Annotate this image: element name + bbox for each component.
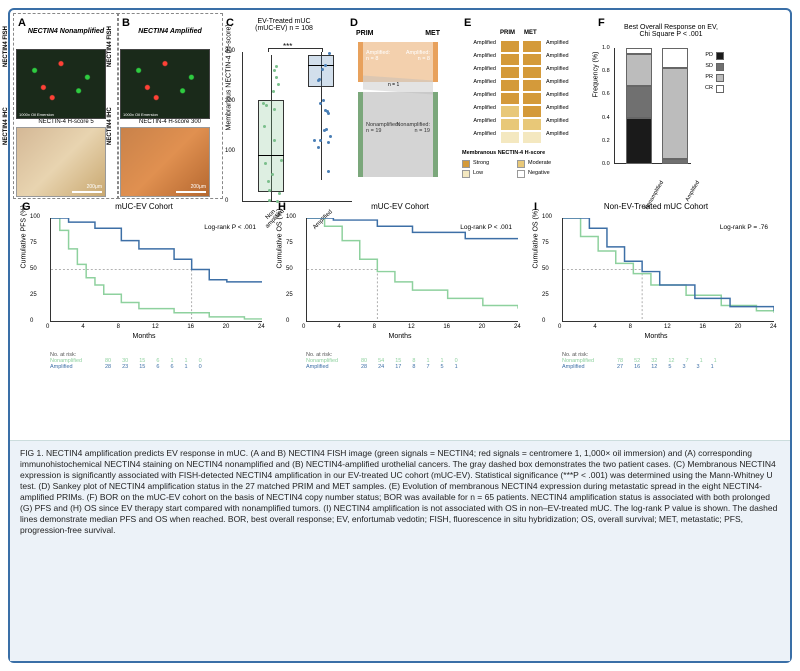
panel-i: I Non-EV-Treated mUC Cohort Cumulative O…: [532, 200, 780, 370]
figure-container: A NECTIN4 Nonamplified NECTIN4 FISH 1000…: [8, 8, 792, 663]
panel-b-sub: NECTIN-4 H-score 300: [120, 119, 220, 125]
panel-a-fish-label: NECTIN4 FISH: [3, 26, 9, 67]
panel-e: E PRIM METAmplifiedAmplifiedAmplifiedAmp…: [462, 16, 592, 196]
panel-f: F Best Overall Response on EV, Chi Squar…: [596, 16, 784, 196]
panel-b-fish-image: 1000x Oil Emersion: [120, 49, 210, 119]
panel-a-fish-image: 1000x Oil Emersion: [16, 49, 106, 119]
panel-b-label: B: [122, 17, 130, 29]
panel-a-title: NECTIN4 Nonamplified: [16, 28, 116, 35]
stacked-bar: Best Overall Response on EV, Chi Square …: [596, 24, 726, 184]
panel-b-title: NECTIN4 Amplified: [120, 28, 220, 35]
heatmap: PRIM METAmplifiedAmplifiedAmplifiedAmpli…: [462, 32, 582, 182]
panel-c-ylabel: Membranous NECTIN-4 (H-score): [226, 24, 233, 130]
panel-f-label: F: [598, 17, 605, 29]
panels-grid: A NECTIN4 Nonamplified NECTIN4 FISH 1000…: [10, 10, 790, 440]
panel-e-label: E: [464, 17, 471, 29]
panel-g: G mUC-EV Cohort Cumulative PFS (%) Month…: [20, 200, 268, 370]
panel-a-sub: NECTIN-4 H-score 5: [16, 119, 116, 125]
panel-b-fish-label: NECTIN4 FISH: [107, 26, 113, 67]
panel-c: C EV-Treated mUC (mUC-EV) n = 108 Membra…: [224, 16, 344, 196]
panel-h: H mUC-EV Cohort Cumulative OS (%) Months…: [276, 200, 524, 370]
oil-label: 1000x Oil Emersion: [19, 112, 54, 117]
panel-a: A NECTIN4 Nonamplified NECTIN4 FISH 1000…: [16, 16, 116, 196]
panel-a-ihc-label: NECTIN4 IHC: [3, 107, 9, 145]
panel-a-label: A: [18, 17, 26, 29]
caption-text: FIG 1. NECTIN4 amplification predicts EV…: [20, 448, 777, 535]
panel-c-title: EV-Treated mUC (mUC-EV) n = 108: [224, 18, 344, 32]
panel-d: D PRIM MET Amplified: n = 8 Amplified: n…: [348, 16, 458, 196]
panel-b-ihc-image: [120, 127, 210, 197]
panel-d-label: D: [350, 17, 358, 29]
panel-a-ihc-image: [16, 127, 106, 197]
panel-b: B NECTIN4 Amplified NECTIN4 FISH 1000x O…: [120, 16, 220, 196]
boxplot: Membranous NECTIN-4 (H-score) 0100200300…: [242, 52, 352, 202]
panel-c-label: C: [226, 17, 234, 29]
oil-label-b: 1000x Oil Emersion: [123, 112, 158, 117]
figure-caption: FIG 1. NECTIN4 amplification predicts EV…: [10, 440, 790, 661]
sankey-plot: PRIM MET Amplified: n = 8 Amplified: n =…: [348, 32, 448, 182]
km-row: G mUC-EV Cohort Cumulative PFS (%) Month…: [16, 200, 784, 380]
panel-b-ihc-label: NECTIN4 IHC: [107, 107, 113, 145]
